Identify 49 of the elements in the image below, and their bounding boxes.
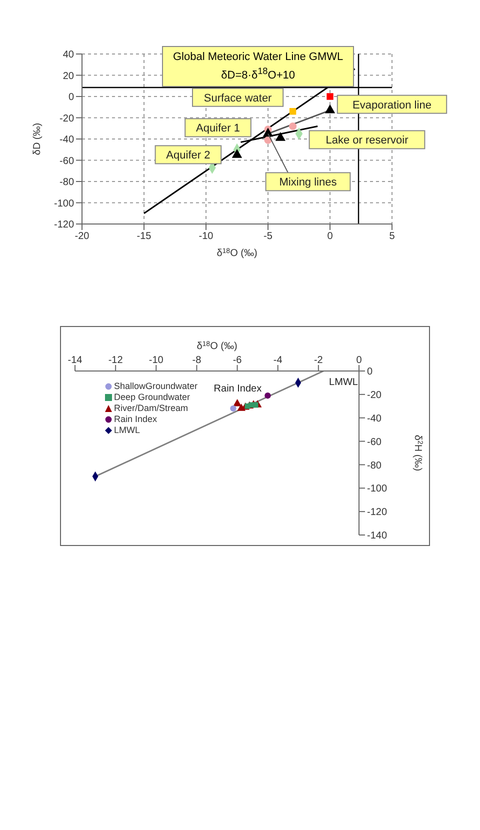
x-tick-label: -15 (136, 231, 152, 242)
annotation: Mixing lines (279, 176, 338, 189)
annotation: Aquifer 2 (166, 150, 210, 162)
x-tick-label: -10 (148, 355, 164, 366)
legend-label: River/Dam/Stream (114, 403, 188, 414)
x-tick-label: -6 (232, 355, 242, 366)
y-tick-label: -60 (60, 156, 74, 167)
y-tick-label: -80 (60, 177, 74, 188)
y-tick-label: -40 (367, 413, 382, 424)
x-tick-label: -5 (264, 231, 273, 242)
y-tick-label: -120 (54, 220, 74, 231)
legend-label: LMWL (114, 425, 140, 436)
x-axis-title: δ$^{18}$O (‰) (216, 248, 258, 259)
annotation: Surface water (204, 92, 272, 104)
x-axis-title: δ$^{18}$O (‰) (196, 340, 238, 352)
annotation: Lake or reservoir (326, 134, 409, 147)
y-tick-label: 40 (62, 50, 74, 61)
legend-label: Deep Groundwater (114, 392, 190, 403)
annotation: Evaporation line (352, 99, 432, 112)
y-tick-label: -140 (367, 530, 388, 542)
x-tick-label: -12 (108, 355, 124, 366)
y-tick-label: -80 (367, 460, 382, 472)
y-tick-label: 20 (62, 70, 74, 82)
annotation: LMWL (329, 377, 358, 388)
y-tick-label: -120 (367, 507, 388, 518)
x-tick-label: -14 (68, 355, 83, 366)
annotation: Rain Index (214, 384, 262, 395)
x-tick-label: -4 (273, 355, 283, 366)
annotation: Aquifer 1 (196, 122, 240, 135)
y-tick-label: 0 (367, 366, 373, 378)
x-tick-label: -10 (198, 231, 214, 242)
y-tick-label: -40 (60, 134, 74, 146)
y-tick-label: -100 (367, 484, 388, 495)
y-tick-label: -60 (367, 436, 382, 448)
annotation: Global Meteoric Water Line GMWL (173, 50, 344, 64)
x-tick-label: 0 (356, 355, 362, 366)
legend-label: Rain Index (114, 414, 158, 425)
x-tick-label: 5 (389, 231, 396, 242)
y-axis-title: δD (‰) (32, 122, 43, 156)
y-tick-label: -20 (367, 390, 382, 401)
legend-label: ShallowGroundwater (114, 381, 198, 392)
x-tick-label: 0 (327, 231, 334, 242)
y-tick-label: -100 (54, 198, 74, 210)
annotation: δD=8·δ$^{18}$O+10 (220, 65, 296, 83)
x-tick-label: -2 (314, 355, 324, 366)
x-tick-label: -20 (74, 231, 90, 242)
x-tick-label: -8 (192, 355, 202, 366)
y-tick-label: -20 (60, 113, 74, 124)
y-tick-label: 0 (68, 92, 74, 104)
